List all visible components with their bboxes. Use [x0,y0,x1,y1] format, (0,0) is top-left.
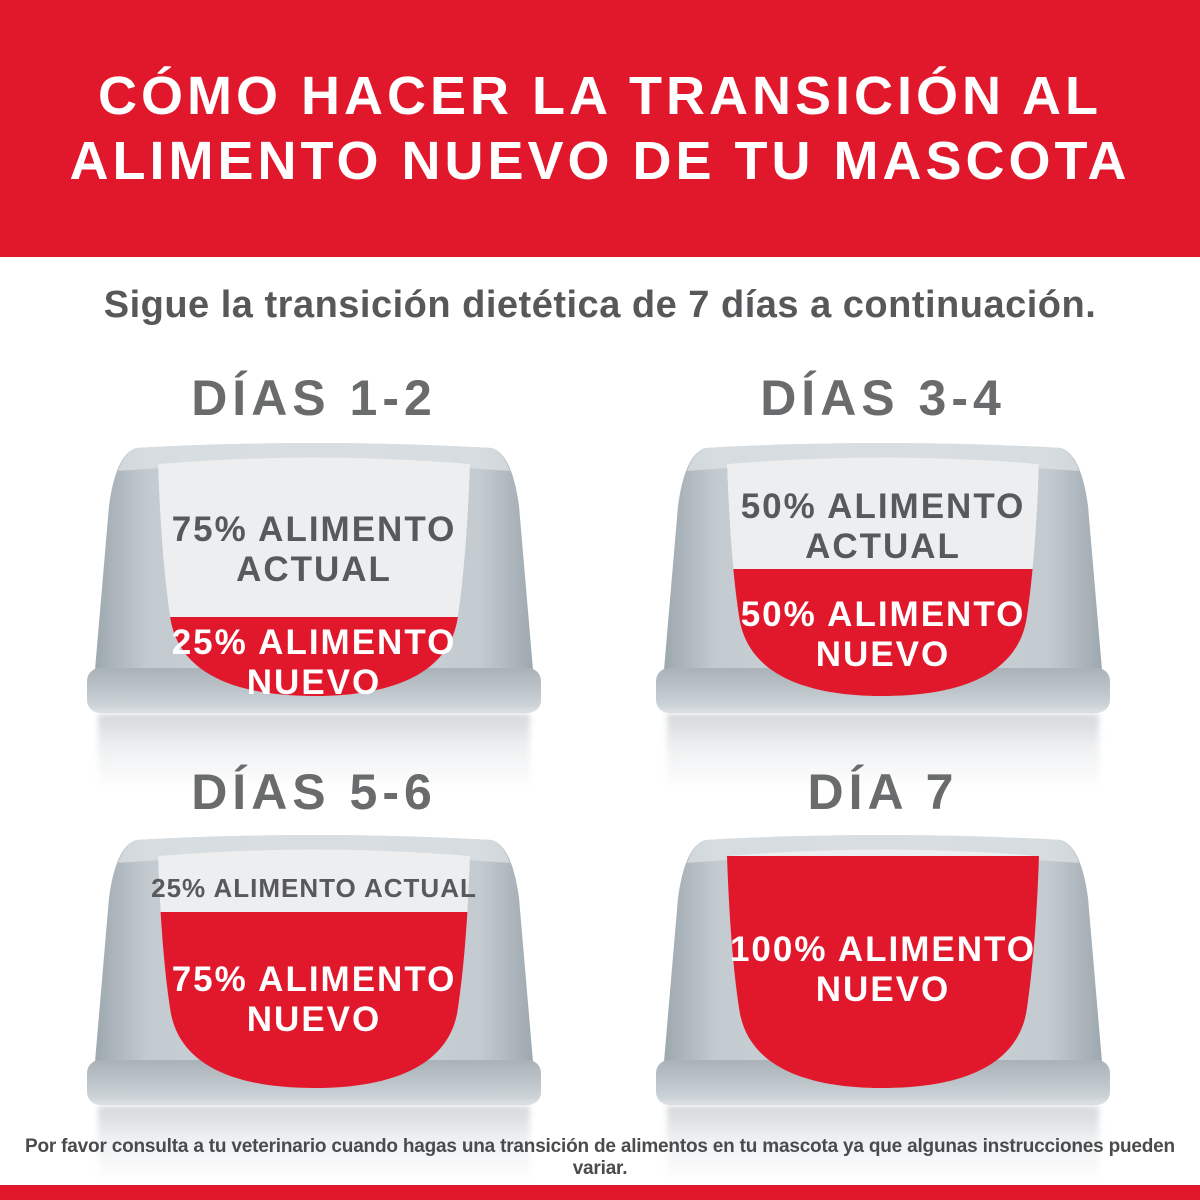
bowl-group-days-5-6: DÍAS 5-6 [84,760,544,1182]
new-food-label: 75% ALIMENTO NUEVO [171,960,457,1039]
header-banner: CÓMO HACER LA TRANSICIÓN AL ALIMENTO NUE… [0,0,1200,257]
bowl-heading-day-7: DÍA 7 [807,764,959,820]
bowl-reflection [98,1106,530,1182]
bowl-graphic [87,443,541,713]
new-food-area [158,912,470,1088]
bowl-reflection [667,1106,1099,1182]
bowl-heading-days-5-6: DÍAS 5-6 [191,764,437,820]
footer-disclaimer: Por favor consulta a tu veterinario cuan… [25,1136,1175,1179]
bowl-heading-days-1-2: DÍAS 1-2 [191,370,437,426]
current-food-label: 75% ALIMENTO ACTUAL [171,510,457,589]
current-food-label: 25% ALIMENTO ACTUAL [151,873,477,903]
bowl-heading-days-3-4: DÍAS 3-4 [760,370,1006,426]
bowl-graphic [87,835,541,1105]
new-food-label: 100% ALIMENTO NUEVO [729,930,1037,1009]
current-food-label: 50% ALIMENTO ACTUAL [740,487,1026,566]
bowl-reflection [667,714,1099,790]
bowl-group-days-3-4: DÍAS 3-4 [653,366,1113,790]
new-food-label: 50% ALIMENTO NUEVO [740,595,1026,674]
bowl-group-day-7: DÍA 7 [653,760,1113,1182]
subtitle: Sigue la transición dietética de 7 días … [103,284,1097,326]
bowl-graphic [656,835,1110,1105]
new-food-area [727,856,1039,1088]
new-food-label: 25% ALIMENTO NUEVO [171,623,457,702]
bowl-days-1-2: 75% ALIMENTO ACTUAL 25% ALIMENTO NUEVO [84,438,544,790]
bowl-graphic [656,443,1110,713]
bowl-days-5-6: 25% ALIMENTO ACTUAL 75% ALIMENTO NUEVO [84,830,544,1182]
bowl-day-7: 100% ALIMENTO NUEVO [653,830,1113,1182]
page-title: CÓMO HACER LA TRANSICIÓN AL ALIMENTO NUE… [69,65,1131,191]
bottom-red-bar [0,1185,1200,1200]
bowl-group-days-1-2: DÍAS 1-2 [84,366,544,790]
bowl-reflection [98,714,530,790]
bowl-days-3-4: 50% ALIMENTO ACTUAL 50% ALIMENTO NUEVO [653,438,1113,790]
